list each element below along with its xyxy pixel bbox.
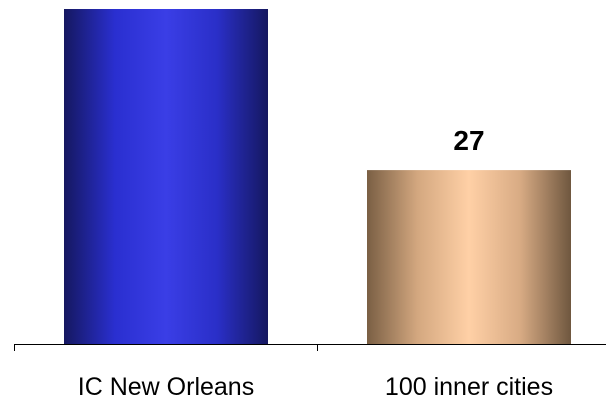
data-labels: 27 — [453, 125, 484, 156]
bars-group — [64, 9, 571, 344]
category-label: 100 inner cities — [385, 373, 553, 401]
category-labels: IC New Orleans 100 inner cities — [78, 373, 553, 401]
bar — [367, 170, 571, 344]
x-axis-ticks — [14, 344, 318, 351]
data-label: 27 — [453, 125, 484, 156]
bar — [64, 9, 268, 344]
category-label: IC New Orleans — [78, 373, 254, 401]
